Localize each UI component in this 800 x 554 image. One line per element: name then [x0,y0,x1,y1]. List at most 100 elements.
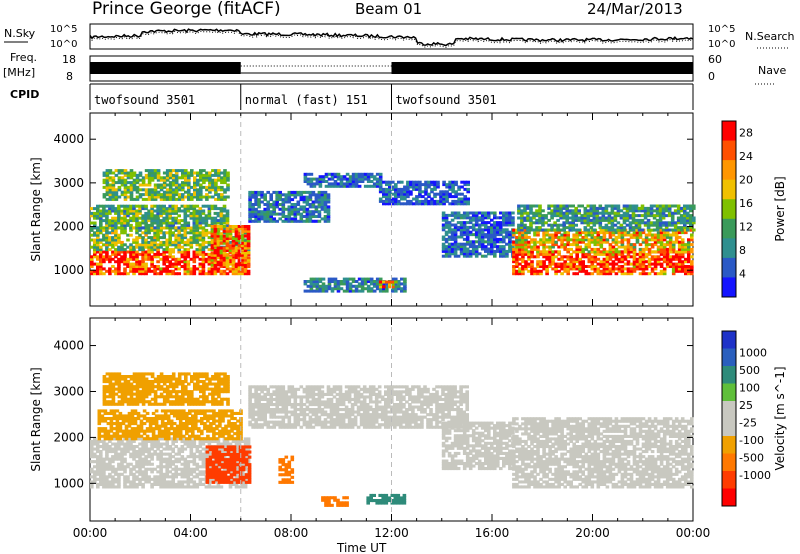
data-cell [93,216,97,220]
data-cell [527,245,531,249]
data-cell [450,235,455,239]
data-cell [144,257,148,261]
data-cell [269,205,273,209]
data-cell [607,228,612,232]
data-cell [388,197,392,201]
data-cell [211,195,215,199]
data-cell [620,267,625,271]
data-cell [126,223,130,227]
data-cell [593,238,598,242]
data-cell [626,247,631,251]
data-cell [263,212,267,216]
data-cell [529,223,533,227]
data-cell [223,197,227,201]
data-cell [159,269,163,273]
data-cell [99,467,103,471]
data-cell [575,265,579,268]
data-cell [108,221,112,225]
data-cell [305,207,310,211]
data-cell [568,204,572,208]
data-cell [530,267,534,271]
data-cell [565,216,569,220]
data-cell [156,207,160,211]
data-cell [687,240,691,244]
data-cell [687,255,691,259]
data-cell [650,250,655,254]
data-cell [632,245,637,249]
data-cell [547,218,551,222]
data-cell [177,245,181,249]
data-cell [327,277,332,281]
data-cell [641,231,646,235]
data-cell [117,209,121,213]
data-cell [240,237,245,240]
data-cell [542,231,546,235]
data-cell [315,280,320,283]
data-cell [400,195,404,199]
data-cell [105,467,109,471]
data-cell [532,228,536,232]
data-cell [608,272,613,276]
data-cell [196,171,200,175]
data-cell [201,455,206,459]
data-cell [141,450,145,454]
data-cell [211,181,215,185]
data-cell [572,262,576,266]
data-cell [162,207,166,211]
data-cell [287,212,292,216]
data-cell [219,256,224,260]
data-cell [105,452,109,456]
data-cell [207,257,212,261]
data-cell [177,267,181,271]
data-cell [240,269,245,273]
data-cell [90,233,94,237]
data-cell [690,267,694,271]
data-cell [141,265,145,268]
data-cell [592,218,597,222]
data-cell [287,190,292,194]
data-cell [308,198,313,202]
data-cell [90,452,94,456]
data-cell [186,223,191,227]
data-cell [150,214,154,218]
data-cell [219,211,224,215]
data-cell [99,231,103,235]
data-cell [216,267,221,271]
data-cell [357,177,362,181]
data-cell [653,243,658,247]
data-cell [90,238,94,242]
data-cell [327,284,332,288]
data-cell [183,269,188,273]
data-cell [210,485,215,489]
data-cell [568,221,572,225]
data-cell [195,267,200,271]
data-cell [156,209,160,213]
data-cell [441,249,446,253]
data-cell [496,230,500,234]
data-cell [677,260,682,264]
data-cell [671,250,676,254]
data-cell [201,265,206,268]
data-cell [644,267,649,271]
data-cell [673,226,678,230]
data-cell [111,245,115,249]
data-cell [114,223,118,227]
data-cell [312,184,317,188]
data-cell [195,485,200,489]
data-cell [129,252,133,256]
data-cell [141,250,145,254]
data-cell [201,245,206,249]
data-cell [680,252,685,256]
data-cell [462,237,467,241]
data-cell [508,216,512,220]
data-cell [195,238,200,242]
data-cell [620,250,625,254]
data-cell [326,205,331,209]
data-cell [447,247,452,251]
data-cell [545,240,549,244]
data-cell [517,209,521,213]
data-cell [551,243,555,247]
data-cell [512,267,516,271]
data-cell [284,215,289,218]
data-cell [257,210,261,214]
